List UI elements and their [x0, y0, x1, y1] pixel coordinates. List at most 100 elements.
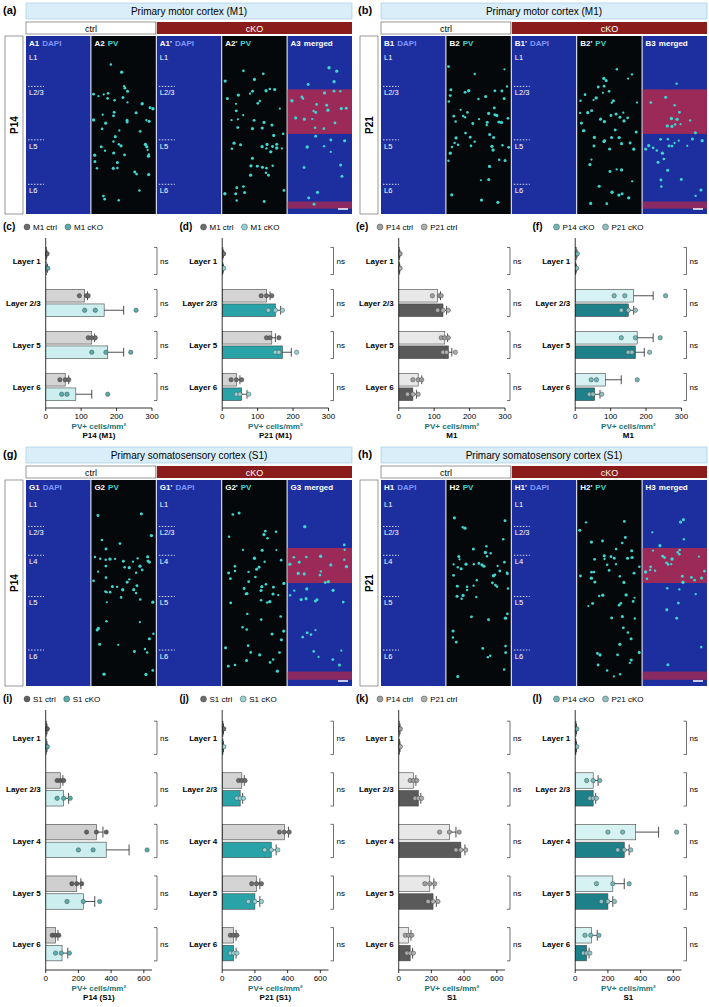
tick — [116, 408, 117, 411]
pv-cell — [249, 174, 252, 177]
significance-label: ns — [337, 341, 345, 350]
significance-bracket — [684, 247, 687, 274]
pv-cell — [242, 69, 245, 72]
bar — [575, 773, 593, 788]
tick — [505, 408, 506, 411]
pv-cell — [236, 126, 239, 129]
image-tile — [222, 36, 286, 214]
pv-cell — [477, 562, 480, 565]
category-label: Layer 4 — [13, 837, 42, 846]
pv-cell — [452, 115, 455, 118]
pv-cell — [107, 92, 110, 95]
tile-id: B2 — [449, 39, 460, 48]
significance-bracket — [154, 928, 157, 961]
image-tile — [157, 480, 221, 686]
pv-cell — [310, 633, 313, 636]
pv-cell — [293, 589, 295, 591]
pv-cell — [122, 560, 125, 563]
data-point — [420, 378, 424, 382]
data-point — [399, 745, 403, 749]
pv-cell — [231, 147, 234, 150]
pv-cell — [264, 530, 267, 533]
layer-label: L1 — [384, 53, 392, 62]
pv-cell — [663, 556, 666, 559]
layer-label: L5 — [384, 598, 392, 607]
tick-label: 600 — [314, 974, 328, 983]
pv-cell — [93, 160, 96, 163]
pv-cell — [280, 638, 283, 641]
pv-cell — [263, 561, 265, 563]
pv-cell — [496, 201, 499, 204]
marks — [222, 721, 291, 961]
pv-cell — [234, 570, 237, 573]
pv-cell — [297, 572, 300, 575]
data-point — [46, 745, 50, 749]
tick — [81, 408, 82, 411]
pv-cell — [679, 123, 681, 125]
axis-title: PV+ cells/mm² — [72, 422, 127, 431]
marks — [575, 721, 679, 961]
pv-cell — [624, 536, 627, 539]
pv-cell — [486, 555, 488, 557]
chart: (d)M1 ctrlM1 cKOLayer 1Layer 2/3Layer 5L… — [180, 221, 345, 440]
data-point — [416, 392, 420, 396]
pv-cell — [670, 117, 673, 120]
pv-cell — [454, 136, 457, 139]
pv-cell — [241, 626, 244, 629]
layer-label: L1 — [515, 500, 523, 509]
significance-label: ns — [337, 785, 345, 794]
x-axis — [46, 970, 152, 971]
image-tile — [577, 480, 641, 686]
pv-cell — [622, 112, 624, 114]
pv-cell — [608, 90, 611, 93]
pv-cell — [232, 142, 235, 145]
pv-cell — [117, 199, 119, 201]
legend-label: S1 ctrl — [210, 695, 233, 704]
image-tile — [512, 480, 576, 686]
significance-label: ns — [513, 940, 521, 949]
pv-cell — [229, 601, 232, 604]
data-point — [435, 308, 439, 312]
pv-cell — [588, 163, 591, 166]
chart: (j)S1 ctrlS1 cKOLayer 1Layer 2/3Layer 4L… — [180, 693, 345, 1002]
pv-cell — [661, 152, 664, 155]
tick — [398, 408, 399, 411]
layer-label: L2/3 — [515, 88, 530, 97]
tick — [640, 970, 641, 973]
marks — [46, 721, 150, 961]
layer-boundary — [383, 526, 399, 527]
marks — [575, 247, 668, 400]
pv-cell — [622, 581, 625, 584]
bar — [575, 373, 605, 386]
significance-bracket — [507, 876, 510, 909]
tile-id: G2' — [225, 483, 238, 492]
pv-cell — [615, 548, 618, 551]
pv-cell — [632, 148, 635, 151]
tile-label: DAPI — [530, 483, 549, 492]
pv-cell — [272, 586, 275, 589]
pv-cell — [590, 576, 593, 579]
data-point — [53, 951, 57, 955]
bar — [222, 773, 242, 788]
data-point — [594, 796, 598, 800]
pv-cell — [647, 144, 650, 147]
pv-cell — [480, 179, 482, 181]
tile-label: DAPI — [175, 39, 194, 48]
data-point — [222, 252, 225, 256]
pv-cell — [293, 556, 296, 559]
pv-cell — [224, 80, 227, 83]
age-box — [360, 480, 378, 686]
layer-boundary — [28, 650, 44, 651]
significance-bracket — [684, 373, 687, 400]
data-point — [459, 848, 463, 852]
pv-cell — [279, 107, 281, 109]
data-point — [430, 294, 434, 298]
tdtomato-band — [288, 89, 352, 133]
layer-boundary — [383, 650, 399, 651]
data-point — [46, 266, 50, 270]
significance-label: ns — [160, 257, 168, 266]
data-point — [90, 350, 94, 354]
error-bar — [282, 348, 291, 357]
data-point — [419, 796, 423, 800]
tick — [681, 408, 682, 411]
